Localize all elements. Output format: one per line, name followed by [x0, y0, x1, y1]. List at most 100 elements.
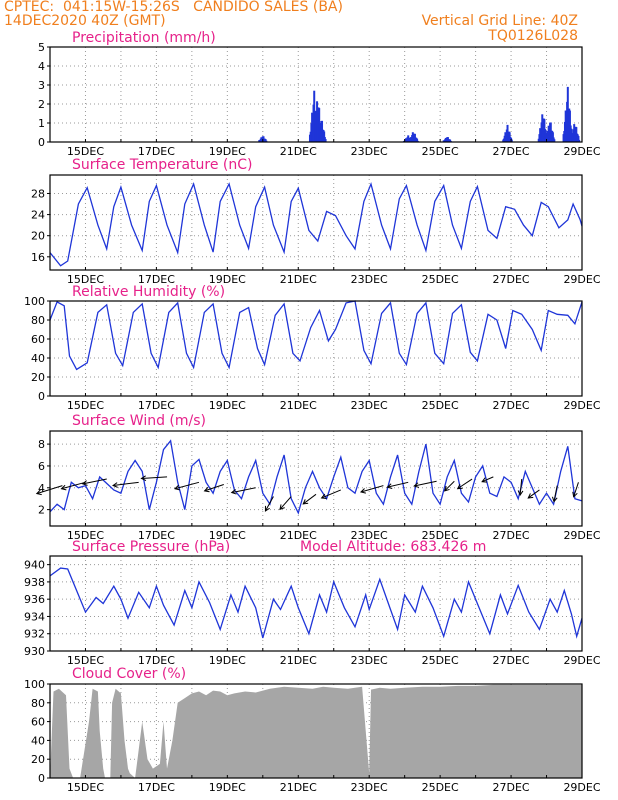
y-tick-label: 932: [24, 628, 45, 641]
x-tick-label: 19DEC: [209, 145, 246, 158]
cloud-cover-area: [50, 684, 582, 778]
panel-2: 16 20 24 28 15DEC 17DEC 19DEC 21DEC 23DEC 25DEC 27…: [31, 157, 601, 286]
x-tick-label: 17DEC: [138, 145, 175, 158]
x-tick-label: 15DEC: [67, 273, 104, 286]
x-tick-label: 27DEC: [493, 145, 530, 158]
x-tick-label: 23DEC: [351, 529, 388, 542]
wind-arrow-head: [527, 493, 534, 499]
panel-title: Surface Temperature (nC): [72, 157, 253, 173]
wind-arrow-head: [320, 493, 327, 499]
x-tick-label: 29DEC: [563, 654, 600, 667]
x-tick-label: 15DEC: [67, 145, 104, 158]
wind-arrow-head: [359, 488, 366, 494]
y-tick-label: 930: [24, 645, 45, 658]
wind-arrow: [519, 478, 523, 496]
y-tick-label: 2: [38, 504, 45, 517]
wind-arrow-head: [443, 485, 450, 492]
header-grid-line: Vertical Grid Line: 40Z: [421, 13, 578, 29]
y-tick-label: 80: [31, 697, 45, 710]
y-tick-label: 60: [31, 716, 45, 729]
wind-arrow-head: [35, 489, 42, 496]
x-tick-label: 19DEC: [209, 654, 246, 667]
precip-bar: [264, 139, 267, 142]
x-tick-label: 23DEC: [351, 654, 388, 667]
wind-arrow: [457, 478, 473, 490]
y-tick-label: 20: [31, 371, 45, 384]
wind-arrow: [444, 480, 455, 492]
y-tick-label: 16: [31, 251, 45, 264]
header-station: CPTEC: 041:15W-15:26S CANDIDO SALES (BA): [4, 0, 343, 15]
x-tick-label: 15DEC: [67, 654, 104, 667]
y-tick-label: 60: [31, 333, 45, 346]
panel-5: 930 932 934 936 938 940 15DEC 17DEC 19DEC 21DEC 23…: [24, 539, 601, 667]
y-tick-label: 4: [38, 60, 45, 73]
y-tick-label: 936: [24, 593, 45, 606]
x-tick-label: 17DEC: [138, 654, 175, 667]
panel-frame: [49, 555, 583, 652]
series-line: [49, 567, 583, 639]
wind-arrow-head: [413, 482, 420, 488]
x-tick-label: 25DEC: [422, 273, 459, 286]
y-tick-label: 0: [38, 390, 45, 403]
wind-arrow-head: [203, 486, 210, 493]
wind-arrow: [527, 489, 540, 499]
x-tick-label: 29DEC: [563, 529, 600, 542]
y-tick-label: 100: [24, 678, 45, 691]
y-tick-label: 0: [38, 136, 45, 149]
x-tick-label: 19DEC: [209, 399, 246, 412]
wind-arrow: [141, 476, 168, 479]
x-tick-label: 21DEC: [280, 781, 317, 794]
y-tick-label: 40: [31, 734, 45, 747]
panel-frame: [49, 300, 583, 397]
x-tick-label: 17DEC: [138, 529, 175, 542]
x-tick-label: 25DEC: [422, 781, 459, 794]
wind-arrow: [113, 481, 139, 487]
wind-arrow-head: [279, 504, 285, 511]
x-tick-label: 23DEC: [351, 399, 388, 412]
wind-arrow: [321, 489, 342, 499]
wind-arrow-head: [140, 475, 147, 482]
x-tick-label: 15DEC: [67, 399, 104, 412]
precip-bar: [265, 140, 268, 142]
panel-frame: [49, 683, 583, 779]
x-tick-label: 19DEC: [209, 273, 246, 286]
x-tick-label: 29DEC: [563, 145, 600, 158]
y-tick-label: 2: [38, 98, 45, 111]
y-tick-label: 100: [24, 295, 45, 308]
x-tick-label: 27DEC: [493, 399, 530, 412]
y-tick-label: 3: [38, 79, 45, 92]
panel-title: Surface Wind (m/s): [72, 413, 206, 429]
panel-frame: [49, 430, 583, 527]
series-line: [49, 300, 583, 371]
panel-1: 0 1 2 3 4 5 15DEC 17DEC 19DEC 21DEC 23DEC 25DEC 27DE…: [38, 30, 601, 158]
wind-arrow: [279, 496, 292, 510]
x-tick-label: 25DEC: [422, 529, 459, 542]
y-tick-label: 20: [31, 753, 45, 766]
x-tick-label: 21DEC: [280, 273, 317, 286]
precip-bar: [416, 138, 419, 142]
wind-arrow-head: [517, 490, 524, 497]
x-tick-label: 23DEC: [351, 145, 388, 158]
panel-3: 0 20 40 60 80 100 15DEC 17DEC 19DEC 21DEC 23DEC 25D…: [24, 284, 601, 412]
precip-bar: [578, 139, 581, 142]
y-tick-label: 8: [38, 438, 45, 451]
x-tick-label: 23DEC: [351, 273, 388, 286]
wind-arrow-head: [264, 505, 270, 512]
y-tick-label: 934: [24, 610, 45, 623]
wind-arrow: [82, 478, 107, 485]
wind-arrow: [573, 482, 579, 497]
x-tick-label: 17DEC: [138, 399, 175, 412]
series-line: [49, 181, 583, 267]
wind-arrow-head: [230, 488, 237, 495]
wind-arrow-head: [173, 484, 180, 491]
panel-title: Precipitation (mm/h): [72, 30, 216, 46]
wind-arrow: [481, 476, 494, 483]
x-tick-label: 21DEC: [280, 145, 317, 158]
precip-bar: [553, 139, 556, 142]
y-tick-label: 4: [38, 482, 45, 495]
wind-arrow: [302, 493, 317, 505]
x-tick-label: 19DEC: [209, 529, 246, 542]
precip-bar: [323, 131, 326, 142]
wind-arrow-head: [302, 499, 309, 505]
panel-title: Surface Pressure (hPa): [72, 539, 230, 555]
